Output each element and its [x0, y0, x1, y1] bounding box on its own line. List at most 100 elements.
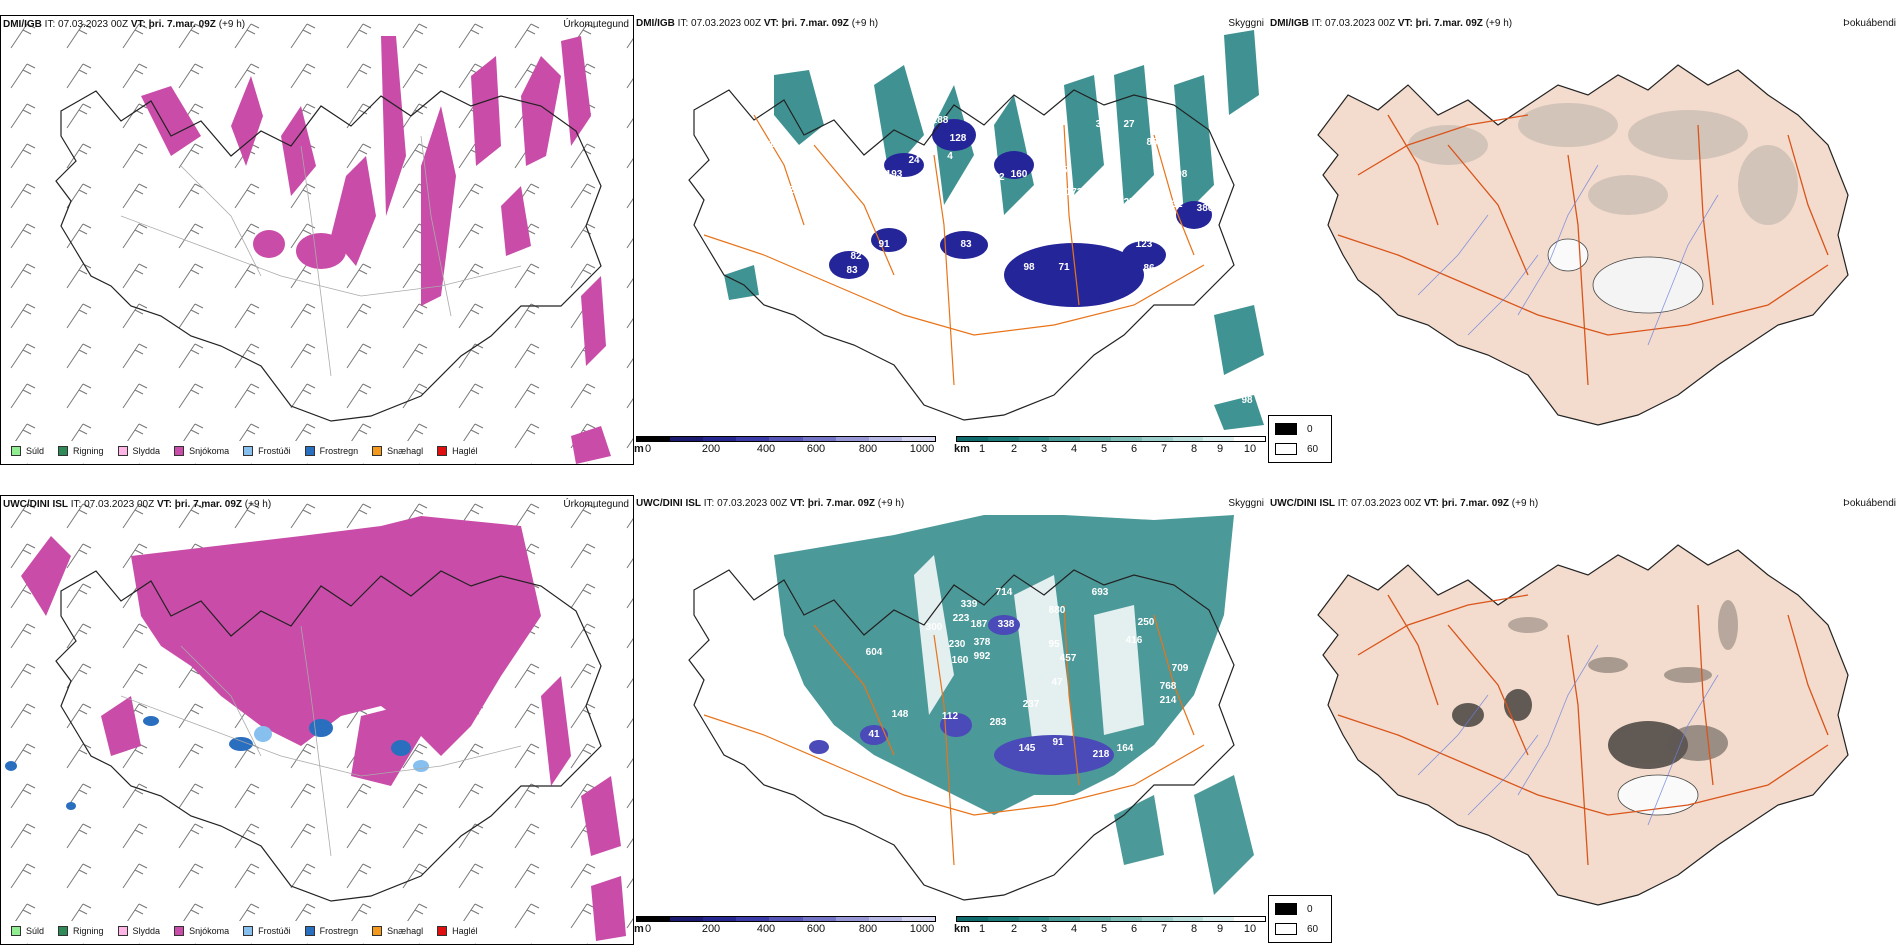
panel-title: Skyggni — [1228, 498, 1264, 509]
panel-header: DMI/IGB IT: 07.03.2023 00Z VT: þri. 7.ma… — [3, 19, 246, 30]
legend-item: Haglél — [437, 446, 478, 456]
roads — [120, 625, 522, 857]
fog-indicator-panel-uwc: UWC/DINI ISL IT: 07.03.2023 00Z VT: þri.… — [1268, 495, 1900, 945]
precip-type-panel-uwc: UWC/DINI ISL IT: 07.03.2023 00Z VT: þri.… — [0, 495, 634, 945]
vis-label: 214 — [1160, 695, 1177, 706]
panel-header: UWC/DINI ISL IT: 07.03.2023 00Z VT: þri.… — [3, 499, 272, 510]
vis-label: 23 — [978, 147, 990, 158]
iceland-map — [1317, 544, 1849, 906]
snowfall-areas — [21, 516, 626, 941]
vis-label: 112 — [942, 711, 959, 722]
fog-legend-black: 0 — [1275, 423, 1313, 435]
visibility-colorbar: 1 2 3 4 5 6 7 8 9 10 km — [954, 916, 1266, 936]
legend-swatch — [437, 926, 448, 936]
vis-label: 27 — [1123, 119, 1135, 130]
vis-label: 187 — [971, 619, 988, 630]
vis-label: 378 — [974, 637, 991, 648]
freezing-rain-areas — [5, 716, 411, 810]
vis-label: 173 — [1066, 187, 1083, 198]
glacier — [1617, 774, 1699, 816]
legend-swatch — [372, 926, 383, 936]
roads — [703, 114, 1205, 386]
vis-label: 95 — [1048, 639, 1060, 650]
roads — [120, 135, 522, 377]
panel-header: UWC/DINI ISL IT: 07.03.2023 00Z VT: þri.… — [1270, 498, 1539, 509]
precip-type-legend: Súld Rigning Slydda Snjókoma Frostúði Fr… — [5, 441, 484, 461]
fog-indicator-panel-dmi: DMI/IGB IT: 07.03.2023 00Z VT: þri. 7.ma… — [1268, 15, 1900, 465]
vis-label: 145 — [1019, 743, 1036, 754]
vis-label: 604 — [866, 647, 883, 658]
legend-swatch — [117, 926, 128, 936]
vis-label: 86 — [1053, 207, 1065, 218]
precip-type-legend: Súld Rigning Slydda Snjókoma Frostúði Fr… — [5, 921, 484, 941]
vis-label: 165 — [1051, 165, 1068, 176]
vis-label: 85 — [1146, 137, 1158, 148]
fog-legend: 0 60 — [1268, 895, 1332, 943]
legend-swatch — [304, 926, 315, 936]
vis-label: 325 — [1096, 119, 1113, 130]
height-colorbar: 0 200 400 600 800 1000 m — [634, 436, 936, 456]
vis-label: 675 — [1216, 125, 1233, 136]
vis-label: 41 — [868, 729, 880, 740]
vis-label: 300 — [926, 622, 943, 633]
vis-label: 193 — [886, 169, 903, 180]
legend-item: Snæhagl — [372, 926, 423, 936]
coastline — [55, 570, 602, 902]
legend-swatch — [174, 446, 185, 456]
legend-item: Frostúði — [243, 446, 291, 456]
legend-swatch — [174, 926, 185, 936]
fog-areas — [774, 515, 1254, 895]
vis-label: 218 — [1093, 749, 1110, 760]
iceland-map — [1, 496, 633, 944]
height-colorbar-ticks: 0 200 400 600 800 1000 — [644, 923, 935, 935]
legend-swatch — [437, 446, 448, 456]
height-colorbar-bar — [636, 436, 936, 442]
glacier — [1547, 238, 1589, 272]
vis-label: 128 — [950, 133, 967, 144]
vis-label: 109 — [871, 182, 888, 193]
vis-label: 98 — [1241, 395, 1253, 406]
visibility-panel-dmi: DMI/IGB IT: 07.03.2023 00Z VT: þri. 7.ma… — [634, 15, 1268, 465]
panel-header: UWC/DINI ISL IT: 07.03.2023 00Z VT: þri.… — [636, 498, 905, 509]
legend-item: Frostúði — [243, 926, 291, 936]
vis-label: 160 — [952, 655, 969, 666]
legend-swatch — [11, 926, 21, 936]
panel-title: Þokuábendi — [1843, 18, 1896, 29]
vis-label: 277 — [1124, 197, 1141, 208]
rivers — [1417, 164, 1719, 346]
vis-label: 693 — [1092, 587, 1109, 598]
vis-label: 92 — [998, 251, 1010, 262]
panel-title: Úrkomutegund — [563, 499, 629, 510]
legend-swatch — [58, 926, 69, 936]
legend-item: Súld — [11, 926, 44, 936]
glacier — [1592, 256, 1704, 314]
height-colorbar: 0 200 400 600 800 1000 m — [634, 916, 936, 936]
visibility-panel-uwc: UWC/DINI ISL IT: 07.03.2023 00Z VT: þri.… — [634, 495, 1268, 945]
panel-title: Skyggni — [1228, 18, 1264, 29]
vis-label: 457 — [1060, 653, 1077, 664]
height-colorbar-bar — [636, 916, 936, 922]
legend-item: Frostregn — [304, 926, 358, 936]
legend-item: Slydda — [117, 926, 160, 936]
legend-swatch — [372, 446, 383, 456]
iceland-map: 88 14 25 245 22 109 193 24 20 188 128 4 … — [688, 30, 1264, 430]
vis-label: 244 — [1082, 215, 1099, 226]
rivers — [1417, 644, 1719, 826]
vis-label: 98 — [1023, 262, 1035, 273]
vis-label: 4 — [947, 151, 953, 162]
roads — [1337, 114, 1829, 386]
legend-swatch — [117, 446, 128, 456]
vis-label: 380 — [1197, 203, 1214, 214]
panel-header: DMI/IGB IT: 07.03.2023 00Z VT: þri. 7.ma… — [1270, 18, 1513, 29]
vis-label: 22 — [788, 185, 800, 196]
vis-label: 714 — [996, 587, 1013, 598]
legend-swatch — [11, 446, 21, 456]
fog-areas — [724, 30, 1264, 430]
visibility-unit: km — [954, 923, 970, 935]
vis-label: 25 — [930, 367, 942, 378]
visibility-colorbar-bar — [956, 916, 1266, 922]
vis-label: 25 — [798, 149, 810, 160]
snowfall-areas — [141, 36, 611, 464]
fog-legend: 0 60 — [1268, 415, 1332, 463]
panel-header: DMI/IGB IT: 07.03.2023 00Z VT: þri. 7.ma… — [636, 18, 879, 29]
